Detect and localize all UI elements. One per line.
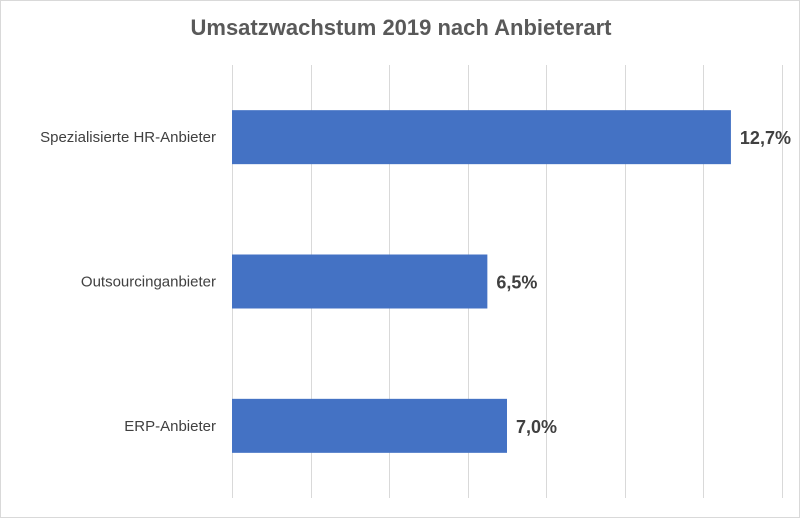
bar <box>232 254 488 309</box>
labels: Spezialisierte HR-Anbieter 12,7% Outsourci… <box>40 128 791 437</box>
bar <box>232 398 507 453</box>
category-label: ERP-Anbieter <box>124 418 216 435</box>
category-label: Outsourcinganbieter <box>81 274 216 291</box>
category-label: Spezialisierte HR-Anbieter <box>40 129 216 146</box>
data-label: 6,5% <box>496 273 537 293</box>
data-label: 7,0% <box>516 417 557 437</box>
bars <box>232 110 731 453</box>
data-label: 12,7% <box>740 128 791 148</box>
chart-title: Umsatzwachstum 2019 nach Anbieterart <box>191 15 613 40</box>
bar <box>232 110 731 165</box>
